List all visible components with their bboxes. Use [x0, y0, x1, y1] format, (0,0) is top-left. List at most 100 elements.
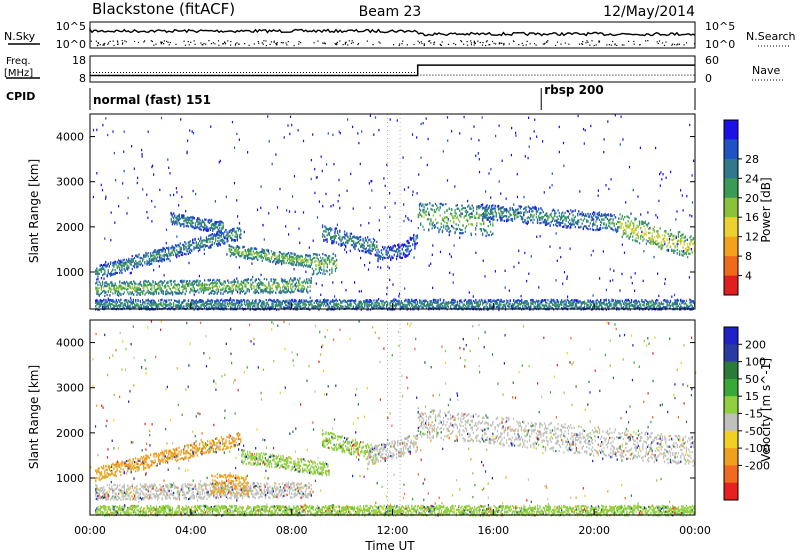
echo-cell	[570, 222, 572, 225]
echo-cell	[134, 304, 136, 307]
echo-cell	[179, 224, 182, 227]
echo-cell	[165, 293, 167, 296]
echo-cell	[232, 253, 234, 256]
echo-cell	[171, 251, 173, 254]
echo-cell	[569, 213, 571, 216]
echo-cell	[316, 299, 318, 302]
echo-cell	[130, 282, 132, 285]
echo-cell	[236, 226, 238, 229]
echo-cell	[275, 303, 278, 306]
echo-cell	[687, 245, 689, 248]
echo-cell	[231, 303, 233, 306]
echo-cell	[143, 280, 145, 283]
echo-cell	[131, 306, 133, 309]
echo-cell	[583, 215, 586, 218]
echo-cell	[166, 288, 168, 291]
echo-cell	[100, 288, 103, 291]
echo-cell	[279, 300, 281, 303]
nsearch-point	[97, 42, 100, 44]
echo-cell	[272, 281, 275, 284]
echo-cell	[180, 303, 183, 306]
echo-cell	[413, 238, 415, 241]
echo-cell	[405, 249, 407, 252]
echo-cell	[577, 219, 579, 222]
echo-cell	[96, 281, 98, 284]
echo-cell	[572, 219, 574, 222]
echo-cell	[237, 227, 240, 230]
echo-cell	[283, 289, 285, 292]
echo-cell	[356, 304, 358, 307]
nsearch-point	[253, 43, 255, 45]
echo-cell	[316, 273, 318, 276]
echo-cell	[220, 223, 222, 227]
echo-cell	[163, 255, 165, 258]
echo-cell	[167, 255, 169, 258]
echo-cell	[205, 286, 207, 289]
echo-cell	[547, 214, 549, 218]
nsearch-point	[202, 44, 204, 46]
echo-cell	[371, 248, 373, 251]
echo-cell	[384, 246, 386, 249]
echo-cell	[326, 256, 328, 259]
echo-cell	[184, 217, 186, 220]
echo-cell	[145, 299, 147, 302]
echo-cell	[242, 251, 244, 254]
nsearch-point	[222, 43, 224, 45]
echo-cell	[179, 292, 182, 295]
echo-cell	[483, 216, 485, 220]
echo-cell	[207, 240, 209, 244]
echo-cell	[225, 305, 227, 308]
echo-cell	[687, 248, 689, 252]
echo-cell	[232, 288, 234, 291]
echo-cell	[185, 219, 187, 222]
echo-cell	[101, 265, 104, 268]
nsearch-point	[488, 44, 490, 46]
echo-cell	[308, 254, 310, 257]
echo-cell	[371, 306, 373, 309]
echo-cell	[383, 256, 385, 259]
echo-cell	[433, 226, 436, 230]
echo-cell	[206, 287, 208, 290]
echo-cell	[233, 253, 235, 256]
echo-cell	[264, 284, 267, 287]
echo-cell	[683, 236, 685, 239]
echo-cell	[134, 306, 136, 309]
echo-cell	[672, 238, 674, 242]
echo-cell	[510, 213, 512, 217]
echo-cell	[368, 249, 370, 252]
echo-cell	[653, 229, 656, 232]
echo-cell	[479, 214, 481, 217]
echo-cell	[343, 299, 345, 302]
echo-cell	[297, 305, 299, 308]
echo-cell	[98, 294, 100, 297]
echo-cell	[127, 287, 129, 290]
echo-cell	[652, 241, 654, 245]
echo-cell	[300, 260, 302, 263]
echo-cell	[202, 239, 204, 242]
echo-cell	[189, 216, 191, 220]
echo-cell	[373, 239, 376, 242]
echo-cell	[436, 204, 438, 207]
echo-cell	[327, 307, 329, 310]
echo-cell	[313, 270, 315, 273]
echo-cell	[505, 220, 508, 223]
echo-cell	[596, 212, 598, 216]
echo-cell	[140, 304, 143, 307]
echo-cell	[484, 228, 486, 232]
echo-cell	[334, 227, 336, 230]
echo-cell	[177, 283, 179, 286]
echo-cell	[261, 288, 263, 292]
echo-cell	[520, 218, 523, 221]
echo-cell	[189, 251, 192, 254]
echo-cell	[170, 298, 172, 302]
echo-cell	[471, 204, 473, 207]
echo-cell	[308, 306, 310, 309]
echo-cell	[183, 220, 185, 223]
nsearch-tick-bottom: 10^0	[705, 38, 735, 51]
echo-cell	[256, 257, 258, 260]
echo-cell	[271, 287, 273, 290]
echo-cell	[563, 214, 565, 217]
echo-cell	[229, 245, 232, 248]
echo-cell	[301, 281, 303, 284]
echo-cell	[230, 302, 232, 305]
